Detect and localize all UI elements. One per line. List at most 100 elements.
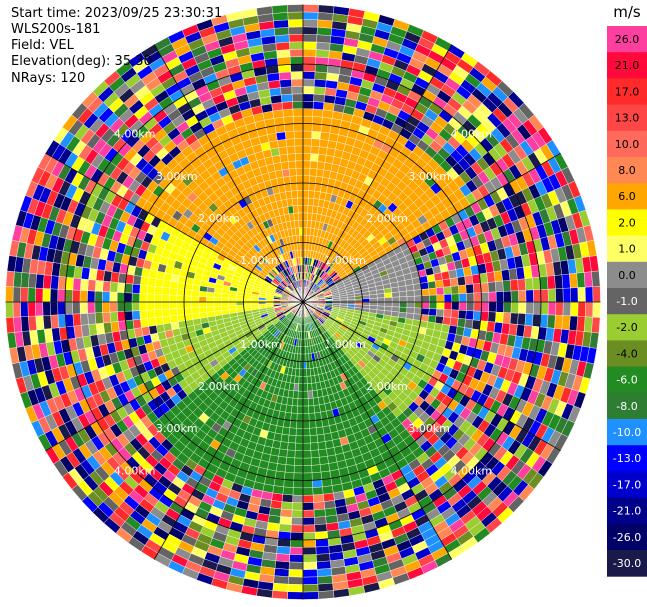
range-gate <box>312 479 323 488</box>
range-gate <box>420 281 429 290</box>
range-gate <box>302 569 318 578</box>
range-gate <box>199 311 208 319</box>
range-gate <box>312 494 325 503</box>
range-gate <box>279 516 292 525</box>
range-gate <box>285 138 295 147</box>
range-gate <box>302 41 317 50</box>
range-gate <box>427 315 437 324</box>
range-gate <box>28 273 37 289</box>
range-gate <box>316 34 332 44</box>
colorbar-tick-label: -13.0 <box>613 452 641 465</box>
range-gate <box>308 412 316 421</box>
range-gate <box>290 71 304 80</box>
range-gate <box>532 276 541 291</box>
colorbar-tick-label: -21.0 <box>613 505 641 518</box>
range-gate <box>319 456 329 465</box>
range-gate <box>272 12 289 22</box>
range-gate <box>503 290 512 303</box>
range-gate <box>184 289 193 297</box>
range-gate <box>313 86 326 96</box>
range-gate <box>302 457 312 466</box>
range-gate <box>176 288 185 296</box>
range-gate <box>288 427 297 436</box>
range-gate <box>487 281 497 293</box>
range-gate <box>72 277 82 291</box>
colorbar-tick-label: -30.0 <box>613 557 641 570</box>
range-gate <box>384 292 393 298</box>
range-gate <box>318 448 328 458</box>
range-gate <box>591 317 601 334</box>
range-gate <box>525 301 534 315</box>
range-gate <box>546 275 556 290</box>
range-gate <box>146 309 156 319</box>
range-gate <box>273 575 289 585</box>
range-gate <box>139 293 148 303</box>
range-gate <box>154 309 163 318</box>
range-gate <box>354 298 363 303</box>
range-gate <box>312 397 320 406</box>
range-gate <box>297 405 304 414</box>
range-gate <box>281 426 290 436</box>
range-gate <box>284 123 295 133</box>
range-gate <box>80 278 89 291</box>
range-gate <box>299 234 304 243</box>
range-gate <box>116 292 125 303</box>
range-gate <box>49 288 59 303</box>
range-gate <box>277 64 292 73</box>
range-gate <box>561 273 571 289</box>
range-gate <box>442 316 452 326</box>
range-gate <box>297 197 304 206</box>
range-gate <box>293 115 304 124</box>
range-gate <box>293 465 304 474</box>
range-gate <box>12 286 21 303</box>
range-gate <box>577 301 586 317</box>
range-gate <box>286 198 294 207</box>
range-gate <box>176 301 185 309</box>
range-gate <box>317 582 334 592</box>
range-gate <box>117 282 126 293</box>
range-gate <box>281 168 290 178</box>
range-gate <box>486 271 496 283</box>
range-gate <box>302 101 314 110</box>
range-gate <box>289 48 304 58</box>
range-gate <box>116 301 125 312</box>
range-gate <box>562 287 571 303</box>
range-gate <box>488 291 497 303</box>
range-gate <box>146 285 156 295</box>
range-gate <box>307 390 314 399</box>
range-gate <box>532 313 541 328</box>
range-gate <box>276 545 291 555</box>
range-gate <box>273 19 289 29</box>
range-gate <box>317 441 327 451</box>
range-gate <box>228 297 237 303</box>
range-gate <box>369 301 378 307</box>
range-gate <box>184 313 193 321</box>
range-gate <box>169 280 179 289</box>
range-gate <box>316 568 332 577</box>
range-gate <box>288 561 304 570</box>
range-gate <box>306 368 311 377</box>
range-gate <box>315 56 329 66</box>
range-gate <box>64 289 73 303</box>
range-gate <box>318 590 335 600</box>
range-gate <box>311 131 322 140</box>
range-gate <box>533 289 542 303</box>
range-gate <box>302 576 318 585</box>
range-gate <box>312 486 324 496</box>
range-gate <box>317 575 333 585</box>
range-gate <box>312 108 324 118</box>
range-gate <box>509 312 519 325</box>
range-gate <box>302 115 313 124</box>
range-gate <box>362 298 371 303</box>
range-gate <box>458 284 467 294</box>
range-gate <box>316 560 332 570</box>
range-gate <box>413 283 422 291</box>
range-gate <box>495 291 504 303</box>
range-gate <box>94 301 103 314</box>
range-gate <box>518 301 527 314</box>
range-gate <box>377 297 385 303</box>
range-gate <box>313 93 325 103</box>
range-gate <box>279 79 292 88</box>
range-gate <box>311 123 322 133</box>
range-gate <box>302 494 314 503</box>
